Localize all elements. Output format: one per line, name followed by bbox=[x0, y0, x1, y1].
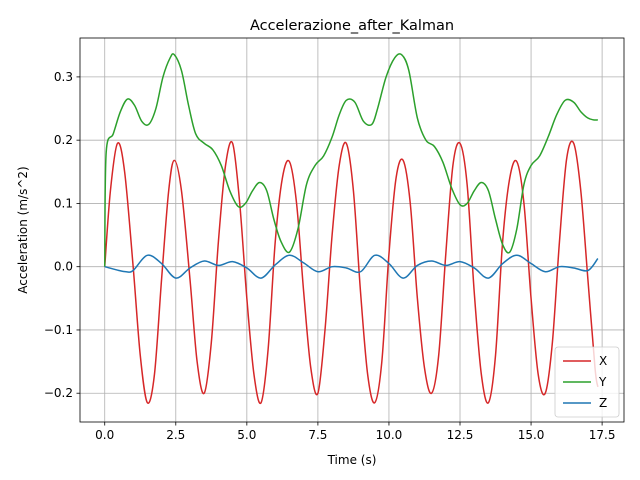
x-tick-label: 2.5 bbox=[166, 428, 185, 442]
x-tick-label: 12.5 bbox=[447, 428, 474, 442]
y-tick-label: 0.2 bbox=[54, 133, 73, 147]
y-axis-label: Acceleration (m/s^2) bbox=[16, 166, 30, 293]
x-tick-label: 15.0 bbox=[518, 428, 545, 442]
legend-label-y: Y bbox=[598, 375, 607, 389]
x-tick-label: 17.5 bbox=[589, 428, 616, 442]
y-axis-ticks: −0.2 −0.1 0.0 0.1 0.2 0.3 bbox=[44, 70, 80, 400]
x-tick-label: 0.0 bbox=[95, 428, 114, 442]
legend: XYZ bbox=[554, 346, 620, 418]
legend-label-z: Z bbox=[599, 396, 607, 410]
x-tick-label: 10.0 bbox=[376, 428, 403, 442]
series-lines bbox=[103, 53, 599, 405]
y-tick-label: −0.1 bbox=[44, 323, 73, 337]
y-tick-label: −0.2 bbox=[44, 386, 73, 400]
x-tick-label: 5.0 bbox=[237, 428, 256, 442]
x-axis-ticks: 0.0 2.5 5.0 7.5 10.0 12.5 15.0 17.5 bbox=[95, 422, 615, 442]
chart-title: Accelerazione_after_Kalman bbox=[250, 18, 454, 34]
legend-label-x: X bbox=[599, 354, 607, 368]
series-line-x bbox=[103, 140, 599, 405]
grid-lines bbox=[80, 38, 624, 422]
x-tick-label: 7.5 bbox=[308, 428, 327, 442]
y-tick-label: 0.0 bbox=[54, 260, 73, 274]
x-axis-label: Time (s) bbox=[327, 453, 377, 467]
y-tick-label: 0.1 bbox=[54, 196, 73, 210]
plot-frame bbox=[79, 37, 625, 423]
y-tick-label: 0.3 bbox=[54, 70, 73, 84]
series-line-y bbox=[103, 53, 598, 267]
series-line-z bbox=[104, 254, 599, 279]
